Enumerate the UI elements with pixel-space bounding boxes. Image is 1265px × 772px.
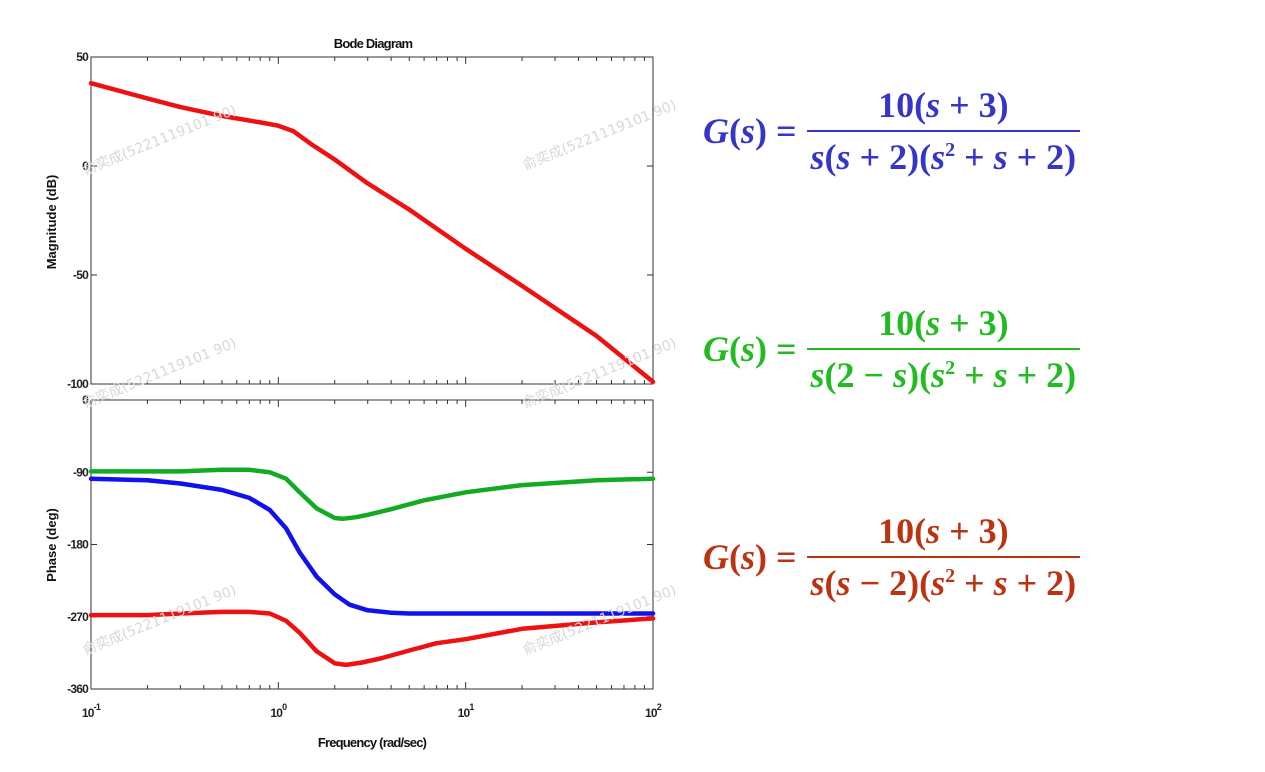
magnitude-plot-frame: [90, 56, 654, 385]
phase-series-3-line: [88, 609, 656, 668]
magnitude-y-tick-label: -50: [73, 268, 89, 282]
formula-1-lhs: G(s) =: [703, 111, 797, 151]
formula-1: G(s) = 10(s + 3) s(s + 2)(s2 + s + 2): [703, 84, 1081, 178]
formula-3: G(s) = 10(s + 3) s(s − 2)(s2 + s + 2): [703, 510, 1081, 604]
x-tick-label: 100: [270, 702, 287, 720]
formula-1-denominator: s(s + 2)(s2 + s + 2): [810, 137, 1077, 177]
phase-axis-label: Phase (deg): [44, 508, 59, 582]
x-tick-label: 10-1: [82, 702, 101, 720]
formula-3-fraction-bar: [806, 556, 1081, 558]
watermark-text: 俞奕成(5221119101 90): [80, 101, 239, 178]
watermark-text: 俞奕成(5221119101 90): [520, 581, 679, 658]
phase-series-1-line: [88, 467, 656, 522]
magnitude-y-tick-label: -100: [67, 377, 89, 391]
formula-2-numerator: 10(s + 3): [878, 303, 1009, 343]
formula-2: G(s) = 10(s + 3) s(2 − s)(s2 + s + 2): [703, 302, 1081, 396]
magnitude-axis-label: Magnitude (dB): [44, 175, 59, 270]
x-tick-label: 101: [458, 702, 475, 720]
chart-title: Bode Diagram: [334, 36, 413, 51]
formula-2-lhs: G(s) =: [703, 329, 797, 369]
formula-2-denominator: s(2 − s)(s2 + s + 2): [810, 355, 1077, 395]
phase-y-tick-label: -270: [67, 610, 89, 624]
watermark-text: 俞奕成(5221119101 90): [80, 581, 239, 658]
x-tick-label: 102: [645, 702, 662, 720]
phase-y-tick-label: -360: [67, 682, 89, 696]
phase-y-tick-label: 0: [82, 393, 89, 407]
phase-series-2-line: [88, 476, 656, 616]
phase-y-tick-label: -180: [67, 538, 89, 552]
bode-diagram: Bode Diagram 50 0 -50 -100 0 -90 -180 -270 -360…: [44, 36, 679, 750]
watermarks: 俞奕成(5221119101 90) 俞奕成(5221119101 90) 俞奕成(…: [80, 96, 679, 658]
phase-axes: 0 -90 -180 -270 -360 10-1 100 101 102: [67, 393, 662, 720]
magnitude-y-tick-label: 50: [76, 50, 89, 64]
magnitude-axes: 50 0 -50 -100: [67, 50, 656, 391]
formula-2-fraction: 10(s + 3) s(2 − s)(s2 + s + 2): [806, 302, 1081, 396]
formula-3-lhs: G(s) =: [703, 537, 797, 577]
phase-y-tick-label: -90: [73, 465, 89, 479]
formula-3-denominator: s(s − 2)(s2 + s + 2): [810, 563, 1077, 603]
frequency-axis-label: Frequency (rad/sec): [318, 735, 427, 750]
formula-2-fraction-bar: [806, 348, 1081, 350]
formula-3-fraction: 10(s + 3) s(s − 2)(s2 + s + 2): [806, 510, 1081, 604]
formula-1-fraction: 10(s + 3) s(s + 2)(s2 + s + 2): [806, 84, 1081, 178]
watermark-text: 俞奕成(5221119101 90): [520, 96, 679, 173]
magnitude-y-tick-label: 0: [82, 159, 89, 173]
magnitude-series-1-line: [88, 80, 656, 385]
formula-3-numerator: 10(s + 3): [878, 511, 1009, 551]
phase-plot-frame: [90, 399, 654, 690]
formula-1-numerator: 10(s + 3): [878, 85, 1009, 125]
formula-1-fraction-bar: [806, 130, 1081, 132]
